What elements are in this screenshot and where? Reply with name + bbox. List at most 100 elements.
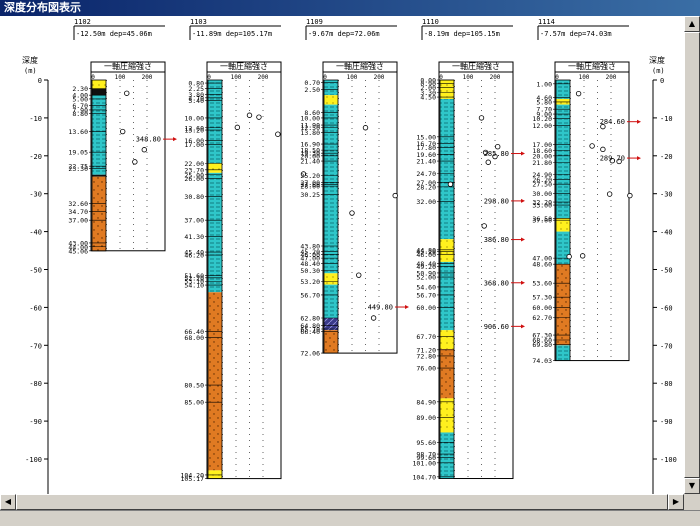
strength-point[interactable] bbox=[141, 147, 147, 153]
soil-layer-clay[interactable] bbox=[556, 264, 570, 346]
strength-point[interactable] bbox=[362, 125, 369, 131]
strength-point[interactable] bbox=[256, 114, 262, 120]
soil-layer-silt[interactable] bbox=[324, 284, 338, 319]
strength-point[interactable] bbox=[246, 112, 253, 118]
soil-layer-clay[interactable] bbox=[324, 330, 338, 354]
title-bar[interactable]: 深度分布図表示 bbox=[0, 0, 700, 16]
depth-axis-unit: (m) bbox=[652, 67, 665, 75]
soil-layer-sand[interactable] bbox=[440, 330, 454, 350]
soil-layer-silt[interactable] bbox=[556, 345, 570, 361]
depth-label: 4.70 bbox=[188, 94, 204, 102]
horizontal-scroll-thumb[interactable] bbox=[16, 494, 668, 510]
plot-area[interactable]: 深度 (m) 0 -10 -20 -30 -40 -50 -60 -70 -80 -90 -100 … bbox=[0, 16, 700, 494]
axis-tick-label: 0 bbox=[38, 77, 42, 85]
strength-point[interactable] bbox=[492, 153, 498, 160]
depth-label: 10.00 bbox=[184, 114, 204, 122]
soil-layer-sand[interactable] bbox=[208, 163, 222, 173]
strength-point[interactable] bbox=[627, 192, 633, 199]
strength-point[interactable] bbox=[356, 272, 362, 278]
soil-layer-sand[interactable] bbox=[92, 80, 106, 89]
soil-layer-sand[interactable] bbox=[440, 398, 454, 433]
strength-point[interactable] bbox=[124, 90, 130, 96]
horizontal-scrollbar[interactable]: ◀ ▶ bbox=[0, 494, 684, 510]
depth-label: 67.70 bbox=[416, 333, 436, 341]
strength-point[interactable] bbox=[119, 128, 126, 135]
depth-label: 60.00 bbox=[416, 304, 436, 312]
soil-layer-silt[interactable] bbox=[324, 80, 338, 96]
strength-point[interactable] bbox=[482, 149, 489, 156]
soil-layer-sand[interactable] bbox=[208, 470, 222, 479]
soil-layer-clay[interactable] bbox=[208, 292, 222, 471]
depth-label: 52.20 bbox=[184, 274, 204, 282]
strength-point[interactable] bbox=[485, 159, 491, 165]
strength-point[interactable] bbox=[275, 131, 281, 137]
depth-label: 48.40 bbox=[300, 260, 320, 268]
strength-point[interactable] bbox=[300, 171, 307, 177]
strength-point[interactable] bbox=[616, 158, 622, 165]
soil-layer-silt[interactable] bbox=[92, 95, 106, 175]
depth-label: 37.00 bbox=[532, 217, 552, 225]
depth-label: 4.60 bbox=[536, 94, 552, 102]
scroll-left-button[interactable]: ◀ bbox=[0, 494, 16, 510]
strength-point[interactable] bbox=[600, 123, 606, 130]
depth-label: 62.70 bbox=[532, 314, 552, 322]
soil-layer-silt[interactable] bbox=[440, 261, 454, 331]
strength-point[interactable] bbox=[392, 192, 398, 199]
depth-label: 28.00 bbox=[300, 183, 320, 191]
soil-layer-silt[interactable] bbox=[440, 98, 454, 240]
strength-point[interactable] bbox=[481, 223, 487, 229]
depth-label: 52.00 bbox=[416, 274, 436, 282]
depth-label: 32.00 bbox=[416, 198, 436, 206]
strength-point[interactable] bbox=[349, 210, 355, 216]
soil-layer-gravel[interactable] bbox=[92, 88, 106, 96]
soil-layer-silt[interactable] bbox=[324, 104, 338, 274]
soil-layer-sand[interactable] bbox=[440, 239, 454, 262]
vertical-scrollbar[interactable]: ▲ ▼ bbox=[684, 16, 700, 494]
soil-layer-silt[interactable] bbox=[440, 432, 454, 479]
strength-point[interactable] bbox=[132, 159, 138, 165]
depth-label: 5.00 bbox=[72, 95, 88, 103]
depth-label: 57.30 bbox=[532, 294, 552, 302]
strength-point[interactable] bbox=[575, 90, 582, 97]
depth-label: 30.00 bbox=[532, 190, 552, 198]
scroll-right-button[interactable]: ▶ bbox=[668, 494, 684, 510]
strength-title: 一軸圧縮強さ bbox=[104, 61, 152, 71]
strength-point[interactable] bbox=[447, 181, 454, 187]
strength-point[interactable] bbox=[234, 124, 241, 131]
borehole-1109: 1109 -9.67m dep=72.06m 一軸圧縮強さ 0 100 200 0.702.… bbox=[300, 18, 409, 358]
axis-tick-label: -30 bbox=[29, 191, 42, 199]
soil-layer-silt[interactable] bbox=[208, 80, 222, 164]
soil-layer-peat[interactable] bbox=[324, 318, 338, 331]
strength-point[interactable] bbox=[589, 143, 595, 149]
strength-point[interactable] bbox=[600, 146, 606, 153]
soil-layer-sand[interactable] bbox=[324, 273, 338, 285]
vertical-scroll-thumb[interactable] bbox=[684, 32, 700, 478]
strength-point[interactable] bbox=[566, 253, 572, 260]
borehole-id: 1102 bbox=[74, 18, 91, 26]
soil-layer-silt[interactable] bbox=[556, 80, 570, 99]
strength-point[interactable] bbox=[609, 158, 616, 164]
axis-tick-label: 0 bbox=[660, 77, 664, 85]
strength-tick-label: 0 bbox=[439, 74, 443, 81]
depth-label: 45.06 bbox=[68, 247, 88, 255]
soil-layer-sand[interactable] bbox=[440, 80, 454, 99]
scroll-up-button[interactable]: ▲ bbox=[684, 16, 700, 32]
strength-point[interactable] bbox=[370, 315, 377, 321]
soil-layer-clay[interactable] bbox=[440, 349, 454, 399]
strength-point[interactable] bbox=[495, 144, 501, 150]
soil-layer-sand[interactable] bbox=[324, 95, 338, 105]
strength-tick-label: 200 bbox=[606, 74, 617, 81]
soil-layer-sand[interactable] bbox=[556, 218, 570, 232]
soil-layer-clay[interactable] bbox=[92, 176, 106, 251]
strength-point[interactable] bbox=[606, 191, 613, 197]
soil-layer-silt[interactable] bbox=[556, 231, 570, 265]
soil-layer-gravel[interactable] bbox=[92, 174, 106, 177]
soil-layer-silt[interactable] bbox=[556, 104, 570, 219]
strength-panel-frame bbox=[322, 61, 398, 354]
strength-point[interactable] bbox=[579, 253, 586, 259]
soil-layer-silt[interactable] bbox=[208, 172, 222, 293]
depth-label: 5.80 bbox=[536, 98, 552, 106]
scroll-down-button[interactable]: ▼ bbox=[684, 478, 700, 494]
strength-point[interactable] bbox=[478, 115, 485, 121]
